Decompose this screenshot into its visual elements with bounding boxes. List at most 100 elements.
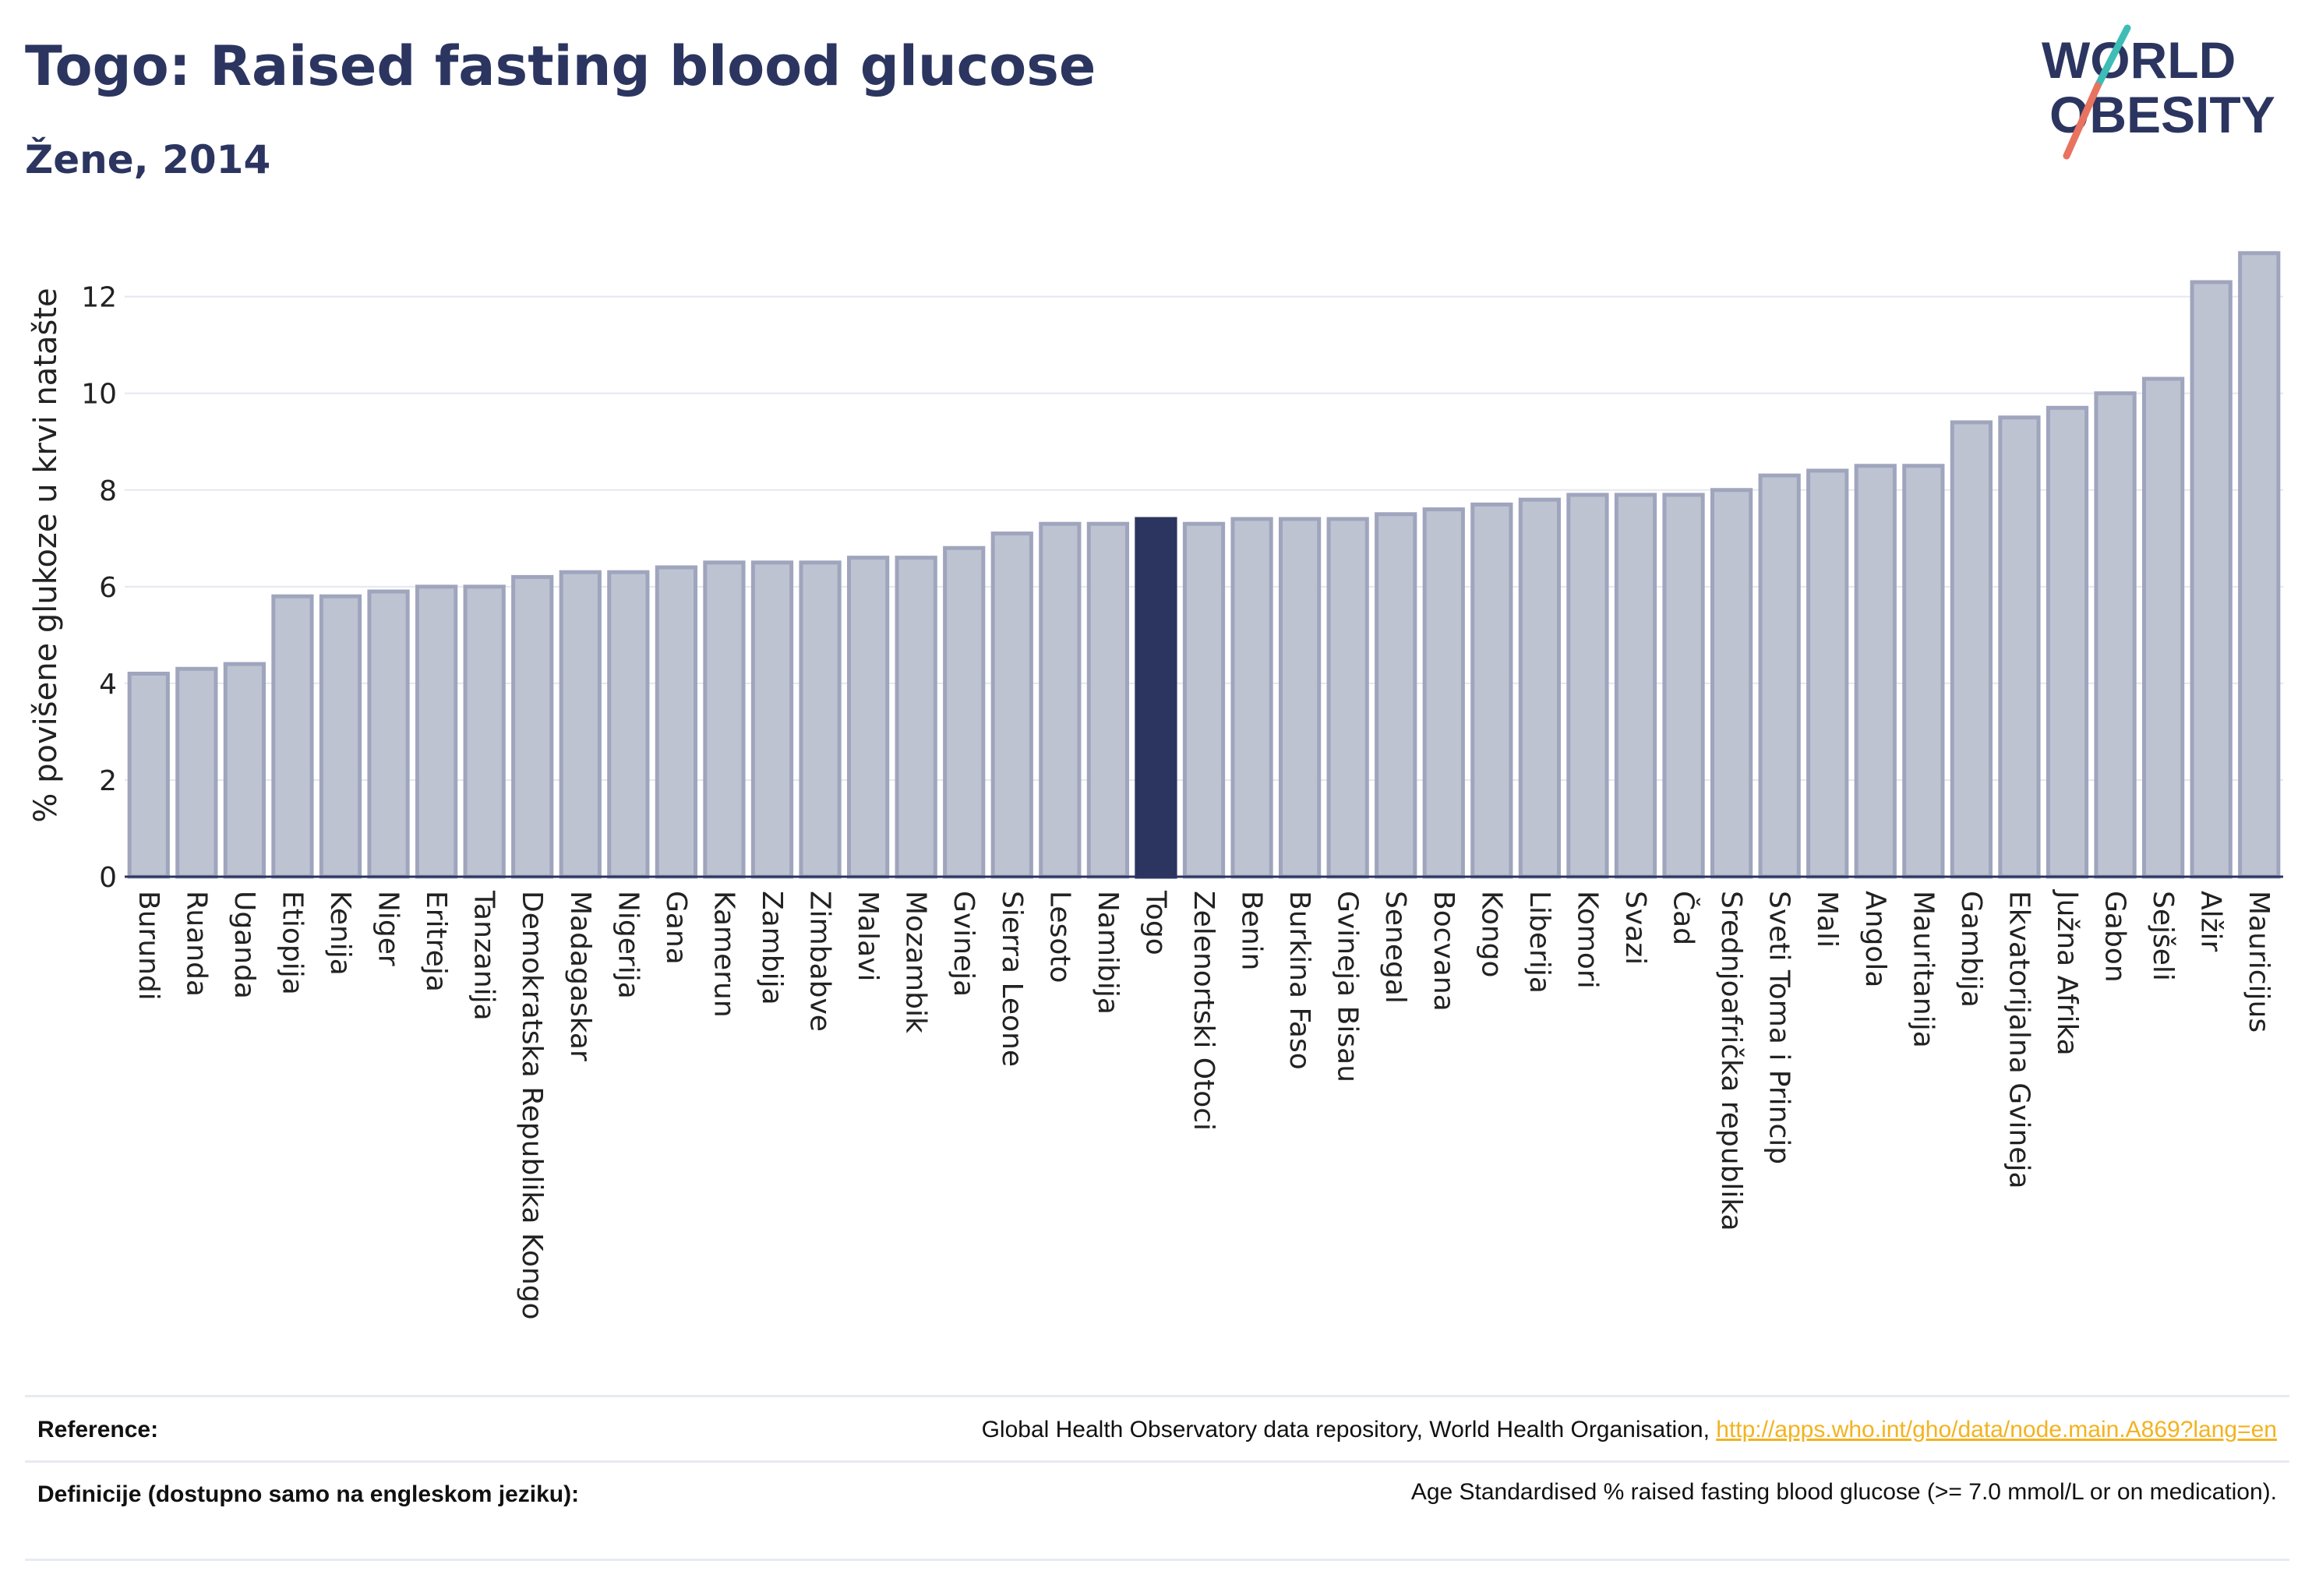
x-tick-label: Sveti Toma i Princip: [1763, 891, 1795, 1164]
x-tick-label: Angola: [1859, 891, 1891, 987]
reference-text: Global Health Observatory data repositor…: [981, 1417, 1710, 1442]
y-axis-title: % povišene glukoze u krvi natašte: [28, 288, 64, 822]
bar: [1278, 517, 1322, 879]
bar: [1518, 497, 1562, 879]
bar: [1806, 468, 1849, 879]
bar: [1614, 493, 1657, 879]
x-tick-label: Liberija: [1523, 891, 1555, 994]
bar: [703, 560, 746, 879]
bar: [750, 560, 794, 879]
bar: [799, 560, 842, 879]
x-tick-label: Mauritanija: [1907, 891, 1939, 1048]
page-subtitle: Žene, 2014: [25, 137, 271, 182]
x-tick-label: Nigerija: [612, 891, 644, 999]
x-tick-label: Ekvatorijalna Gvineja: [2003, 891, 2035, 1189]
bar: [1998, 415, 2041, 879]
bar: [367, 589, 410, 879]
bar: [2238, 251, 2281, 879]
definition-label: Definicije (dostupno samo na engleskom j…: [37, 1481, 580, 1507]
bar: [1230, 517, 1273, 879]
x-tick-label: Zimbabve: [804, 891, 836, 1032]
x-tick-label: Gambija: [1955, 891, 1987, 1008]
bar: [1086, 521, 1130, 879]
bar: [1854, 464, 1897, 879]
x-tick-label: Kenija: [324, 891, 356, 976]
x-tick-label: Ruanda: [180, 891, 212, 997]
bar: [943, 546, 986, 879]
bar: [1566, 493, 1609, 879]
x-tick-label: Senegal: [1379, 891, 1411, 1004]
bar-chart: 0 2 4 6 8 10 12 % povišene glukoze u krvi nataš…: [28, 251, 2283, 1320]
x-tick-label: Bocvana: [1428, 891, 1460, 1012]
x-tick-label: Eritreja: [420, 891, 452, 992]
y-tick-label: 0: [99, 862, 117, 894]
y-tick-label: 6: [99, 572, 117, 604]
bar: [1422, 507, 1465, 879]
x-tick-label: Lesoto: [1043, 891, 1075, 983]
reference-link[interactable]: http://apps.who.int/gho/data/node.main.A…: [1716, 1417, 2277, 1442]
x-tick-label: Etiopija: [276, 891, 308, 995]
bar: [127, 671, 170, 879]
x-tick-label: Mali: [1811, 891, 1843, 948]
logo-text-world: WORLD: [2042, 31, 2236, 89]
x-tick-label: Namibija: [1092, 891, 1124, 1015]
y-tick-label: 10: [81, 379, 117, 411]
bar: [1375, 512, 1417, 879]
x-tick-label: Gvineja: [948, 891, 980, 997]
x-tick-label: Sierra Leone: [996, 891, 1028, 1067]
x-tick-label: Sejšeli: [2147, 891, 2179, 981]
bar-highlight: [1135, 517, 1177, 879]
bar: [1470, 502, 1513, 879]
x-tick-label: Burkina Faso: [1283, 891, 1315, 1070]
bar: [559, 570, 602, 879]
x-tick-label: Kongo: [1475, 891, 1507, 978]
bar: [1662, 493, 1705, 879]
x-tick-label: Uganda: [228, 891, 260, 999]
x-tick-label: Mauricijus: [2243, 891, 2275, 1033]
y-tick-label: 8: [99, 475, 117, 507]
x-tick-label: Mozambik: [900, 891, 932, 1033]
footer-rule-middle: [25, 1460, 2289, 1463]
x-tick-label: Alžir: [2195, 891, 2227, 952]
bar: [1182, 521, 1226, 879]
x-tick-label: Svazi: [1619, 891, 1651, 965]
x-tick-label: Kamerun: [708, 891, 740, 1018]
x-tick-label: Togo: [1139, 890, 1171, 955]
x-tick-label: Niger: [372, 891, 404, 966]
x-tick-label: Madagaskar: [564, 891, 596, 1061]
x-tick-label: Južna Afrika: [2051, 889, 2083, 1056]
bar: [223, 662, 267, 879]
bar: [2046, 405, 2089, 879]
bar: [511, 574, 554, 879]
logo-slash-coral: [2063, 82, 2102, 160]
y-tick-label: 4: [99, 669, 117, 701]
reference-label: Reference:: [37, 1417, 159, 1442]
x-tick-label: Gabon: [2099, 891, 2131, 983]
bar: [2141, 376, 2185, 879]
definition-row: Definicije (dostupno samo na engleskom j…: [25, 1479, 2289, 1549]
x-tick-label: Srednjoafrička republika: [1715, 891, 1747, 1231]
x-tick-label: Demokratska Republika Kongo: [516, 891, 548, 1320]
x-tick-label: Malavi: [852, 891, 884, 982]
x-tick-label: Zambija: [756, 891, 788, 1005]
reference-row: Reference: Global Health Observatory dat…: [25, 1417, 2289, 1451]
reference-source: Global Health Observatory data repositor…: [982, 1417, 2277, 1443]
y-tick-label: 12: [81, 282, 117, 314]
bar: [1326, 517, 1369, 879]
page-title: Togo: Raised fasting blood glucose: [25, 34, 1096, 98]
footer-rule-bottom: [25, 1559, 2289, 1561]
bar: [990, 531, 1033, 879]
bar: [1950, 420, 1993, 879]
bar: [1758, 473, 1801, 879]
bar: [415, 584, 458, 879]
x-tick-label: Gana: [660, 891, 692, 965]
footer-rule-top: [25, 1395, 2289, 1397]
x-tick-label: Benin: [1236, 891, 1268, 970]
bar: [655, 565, 698, 879]
x-tick-label: Gvineja Bisau: [1332, 891, 1364, 1082]
x-tick-label: Komori: [1571, 891, 1603, 989]
bar: [2094, 391, 2137, 879]
bar: [319, 594, 362, 879]
world-obesity-logo: WORLD OBESITY: [2042, 24, 2275, 160]
x-tick-label: Zelenortski Otoci: [1188, 891, 1220, 1131]
